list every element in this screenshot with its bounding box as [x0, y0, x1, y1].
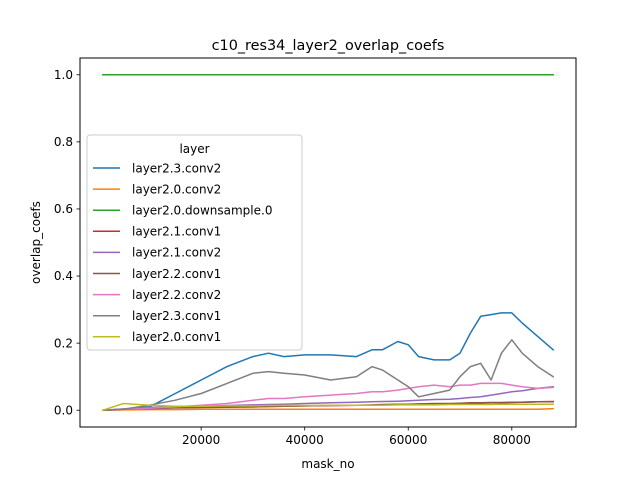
legend-label: layer2.0.conv1	[132, 330, 221, 344]
legend-label: layer2.3.conv1	[132, 309, 221, 323]
legend-box	[86, 134, 303, 351]
y-tick-label: 0.6	[54, 202, 73, 216]
x-tick-label: 60000	[389, 433, 427, 447]
y-axis: 0.0 0.2 0.4 0.6 0.8 1.0	[54, 68, 80, 417]
x-axis-label: mask_no	[301, 457, 354, 471]
y-axis-label: overlap_coefs	[29, 201, 43, 284]
x-tick-label: 80000	[493, 433, 531, 447]
legend-label: layer2.2.conv1	[132, 267, 221, 281]
legend-label: layer2.2.conv2	[132, 288, 221, 302]
y-tick-label: 0.4	[54, 269, 73, 283]
y-tick-label: 0.8	[54, 135, 73, 149]
legend-label: layer2.0.downsample.0	[132, 204, 272, 218]
legend-entries: layer2.3.conv2 layer2.0.conv2 layer2.0.dow…	[93, 161, 272, 344]
y-tick-label: 0.0	[54, 403, 73, 417]
series-line-1	[102, 407, 554, 411]
legend-label: layer2.0.conv2	[132, 182, 221, 196]
series-layer	[101, 74, 555, 412]
legend-label: layer2.1.conv1	[132, 225, 221, 239]
chart-title: c10_res34_layer2_overlap_coefs	[212, 38, 445, 54]
plot-frame	[79, 57, 577, 428]
series-line-0	[102, 312, 555, 411]
series-line-7	[102, 339, 555, 411]
legend-title: layer	[179, 142, 209, 156]
series-line-8	[101, 402, 554, 412]
legend-label: layer2.3.conv2	[132, 161, 221, 175]
x-tick-label: 40000	[286, 433, 324, 447]
series-line-6	[102, 382, 554, 411]
legend: layer layer2.3.conv2layer2.0.conv2layer2…	[86, 134, 303, 351]
x-axis: 20000 40000 60000 80000	[182, 427, 531, 447]
y-tick-label: 0.2	[54, 336, 73, 350]
x-tick-label: 20000	[182, 433, 220, 447]
legend-label: layer2.1.conv2	[132, 246, 221, 260]
y-tick-label: 1.0	[54, 68, 73, 82]
